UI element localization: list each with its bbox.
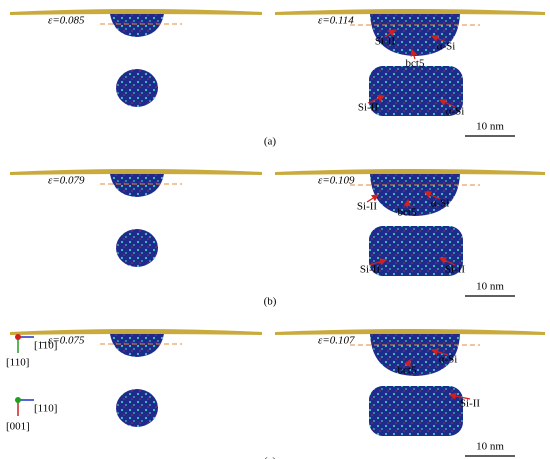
- axis-origin: [15, 397, 21, 403]
- phase-label: Si-II: [460, 398, 481, 410]
- strain-label: ε=0.114: [318, 15, 354, 27]
- indent-zone: [110, 334, 164, 357]
- surface: [275, 169, 545, 175]
- arrow: [423, 191, 441, 200]
- caption: (c): [264, 456, 277, 459]
- strain-label: ε=0.079: [48, 175, 85, 187]
- arrow: [438, 99, 456, 108]
- phase-label: bct5: [398, 365, 417, 377]
- axis-label: [001]: [6, 421, 30, 433]
- surface: [10, 329, 262, 335]
- arrow: [366, 194, 380, 203]
- strain-label: ε=0.075: [48, 335, 85, 347]
- scale-label: 10 nm: [476, 441, 504, 453]
- scale-label: 10 nm: [476, 281, 504, 293]
- arrow: [367, 95, 386, 104]
- indent-zone: [110, 14, 164, 37]
- axis-label: [110]: [6, 357, 29, 369]
- arrow: [410, 48, 418, 60]
- strain-label: ε=0.109: [318, 175, 355, 187]
- surface: [275, 329, 545, 335]
- arrow: [404, 358, 411, 367]
- arrow: [430, 348, 449, 356]
- cross-section: [369, 386, 463, 436]
- caption: (b): [264, 296, 277, 308]
- caption: (a): [264, 136, 277, 148]
- phase-label: Si-II: [445, 264, 466, 276]
- axis-label: [1̄10]: [34, 340, 57, 352]
- surface: [275, 9, 545, 15]
- phase-label: α-Si: [437, 41, 456, 53]
- axis-origin: [15, 334, 21, 340]
- arrow: [403, 198, 411, 209]
- strain-label: ε=0.085: [48, 15, 85, 27]
- phase-label: bct5: [406, 58, 425, 70]
- cross-section: [116, 69, 158, 107]
- arrow: [369, 258, 388, 266]
- arrow: [438, 257, 456, 266]
- scale-label: 10 nm: [476, 121, 504, 133]
- indent-zone: [110, 174, 164, 197]
- phase-label: Si-II: [358, 102, 379, 114]
- strain-label: ε=0.107: [318, 335, 355, 347]
- surface: [10, 169, 262, 175]
- phase-label: α-Si: [431, 198, 450, 210]
- cross-section: [116, 389, 158, 427]
- arrow: [384, 29, 396, 38]
- axis-label: [110]: [34, 403, 57, 415]
- phase-label: Si-II: [375, 36, 396, 48]
- phase-label: bct5: [398, 207, 417, 219]
- phase-label: α-Si: [439, 354, 458, 366]
- surface: [10, 9, 262, 15]
- phase-label: Si-II: [360, 264, 381, 276]
- arrow: [448, 392, 471, 400]
- arrow: [430, 35, 447, 43]
- phase-label: α-Si: [446, 106, 465, 118]
- cross-section: [116, 229, 158, 267]
- phase-label: Si-II: [357, 201, 378, 213]
